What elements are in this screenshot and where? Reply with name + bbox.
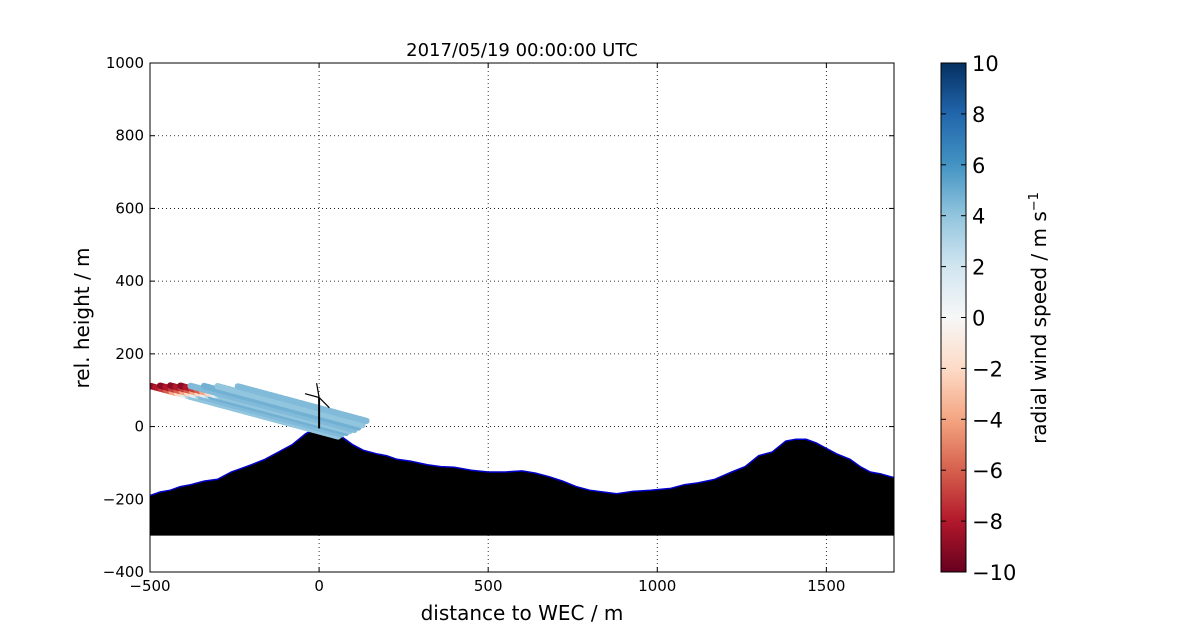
colorbar-tick-label: 4 [972, 205, 985, 229]
colorbar-label-text: radial wind speed / m s [1027, 211, 1051, 444]
colorbar-axis: −10 −8 −6 −4 −2 0 2 4 6 8 10 [941, 52, 1016, 585]
y-tick-label: −200 [103, 490, 144, 508]
y-axis-label: rel. height / m [70, 247, 94, 388]
colorbar-tick-label: −4 [972, 408, 1003, 432]
y-tick-label: 600 [115, 199, 144, 217]
colorbar-tick-label: −10 [972, 561, 1016, 585]
x-tick-label: 0 [314, 577, 324, 595]
terrain [150, 427, 894, 536]
x-tick-label: 500 [474, 577, 503, 595]
turbine-blade [304, 393, 320, 399]
colorbar-tick-label: 0 [972, 307, 985, 331]
colorbar-tick-label: −8 [972, 510, 1003, 534]
colorbar-tick-label: 8 [972, 103, 985, 127]
x-axis: −500 0 500 1000 1500 [129, 63, 845, 595]
plot-frame [149, 62, 895, 573]
wind-turbine [304, 383, 330, 429]
y-tick-label: −400 [103, 563, 144, 581]
turbine-blade [318, 397, 330, 409]
x-axis-label: distance to WEC / m [421, 601, 624, 625]
turbine-blade [316, 383, 320, 398]
y-tick-label: 0 [134, 418, 144, 436]
colorbar-tick-label: 2 [972, 256, 985, 280]
lidar-scans [150, 382, 370, 440]
colorbar-label: radial wind speed / m s−1 [1027, 192, 1051, 444]
colorbar-tick-label: −2 [972, 357, 1003, 381]
terrain-edge [150, 427, 894, 497]
colorbar-tick-label: 6 [972, 154, 985, 178]
y-tick-label: 1000 [106, 54, 144, 72]
terrain-fill [150, 428, 894, 536]
chart-title: 2017/05/19 00:00:00 UTC [406, 40, 638, 61]
y-tick-label: 800 [115, 127, 144, 145]
y-tick-label: 200 [115, 345, 144, 363]
x-tick-label: 1000 [638, 577, 676, 595]
x-tick-label: 1500 [807, 577, 845, 595]
colorbar-tick-label: 10 [972, 52, 999, 76]
colorbar-tick-label: −6 [972, 459, 1003, 483]
y-tick-label: 400 [115, 272, 144, 290]
x-tick-label: −500 [129, 577, 170, 595]
colorbar-label-exponent: −1 [1027, 192, 1042, 211]
y-axis: −400 −200 0 200 400 600 800 1000 [103, 54, 894, 581]
scan-point [363, 417, 370, 425]
